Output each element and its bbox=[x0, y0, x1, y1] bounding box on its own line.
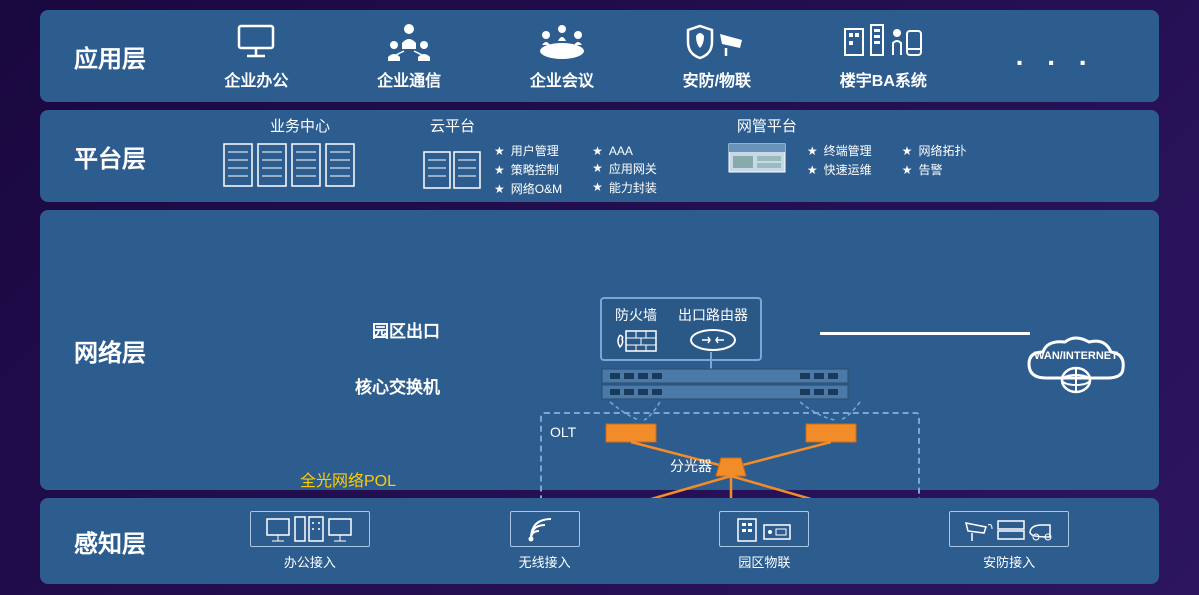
app-item-label: 安防/物联 bbox=[683, 67, 751, 91]
people-group-icon bbox=[377, 21, 441, 63]
app-item-label: 企业通信 bbox=[377, 67, 441, 91]
platform-group-title: 业务中心 bbox=[270, 115, 330, 136]
pc-phone-icon bbox=[250, 511, 370, 547]
cloud-servers-icon bbox=[420, 148, 484, 192]
star-icon: ★ bbox=[592, 180, 603, 194]
router-label: 出口路由器 bbox=[678, 305, 748, 325]
perc-item-label: 安防接入 bbox=[949, 552, 1069, 571]
application-items: 企业办公 企业通信 企业会议 安防/物联 bbox=[180, 21, 1139, 91]
application-layer-label: 应用层 bbox=[40, 10, 180, 102]
platform-group-biz: 业务中心 bbox=[220, 115, 360, 197]
star-icon: ★ bbox=[902, 163, 913, 177]
shield-camera-icon bbox=[683, 21, 751, 63]
star-icon: ★ bbox=[807, 163, 818, 177]
cctv-nvr-icon bbox=[949, 511, 1069, 547]
perception-layer: 感知层 办公接入 无线接入 园区物联 bbox=[40, 498, 1159, 584]
feature-item: ★终端管理 bbox=[807, 142, 872, 159]
star-icon: ★ bbox=[592, 144, 603, 158]
wan-connection-line bbox=[820, 332, 1030, 335]
platform-layer-label: 平台层 bbox=[40, 110, 180, 202]
meeting-table-icon bbox=[530, 21, 594, 63]
feature-item: ★策略控制 bbox=[494, 161, 562, 178]
egress-box: 防火墙 出口路由器 bbox=[600, 297, 762, 361]
perc-item-label: 办公接入 bbox=[250, 552, 370, 571]
platform-group-title: 云平台 bbox=[430, 115, 475, 136]
server-racks-icon bbox=[220, 142, 360, 188]
platform-group-nms: 网管平台 ★终端管理 ★快速运维 ★网络拓扑 ★告警 bbox=[727, 115, 967, 197]
feature-item: ★告警 bbox=[902, 161, 967, 178]
star-icon: ★ bbox=[592, 161, 603, 175]
nms-screen-icon bbox=[727, 142, 787, 178]
perc-item-wireless: 无线接入 bbox=[510, 511, 580, 571]
platform-group-cloud: 云平台 ★用户管理 ★策略控制 ★网络O&M ★AAA ★应用网关 ★能力封装 bbox=[420, 115, 657, 197]
app-item-label: 企业会议 bbox=[530, 67, 594, 91]
feature-item: ★网络拓扑 bbox=[902, 142, 967, 159]
feature-item: ★AAA bbox=[592, 144, 657, 158]
core-olt-links bbox=[600, 400, 880, 424]
application-layer: 应用层 企业办公 企业通信 企业会议 bbox=[40, 10, 1159, 102]
wifi-icon bbox=[510, 511, 580, 547]
platform-group-title: 网管平台 bbox=[737, 115, 797, 136]
feature-item: ★能力封装 bbox=[592, 179, 657, 196]
app-item-building: 楼宇BA系统 bbox=[840, 21, 927, 91]
star-icon: ★ bbox=[807, 144, 818, 158]
firewall-icon bbox=[614, 327, 658, 353]
feature-item: ★网络O&M bbox=[494, 180, 562, 197]
star-icon: ★ bbox=[902, 144, 913, 158]
platform-layer: 平台层 业务中心 bbox=[40, 110, 1159, 202]
app-item-label: 企业办公 bbox=[224, 67, 288, 91]
building-people-icon bbox=[840, 21, 927, 63]
feature-item: ★用户管理 bbox=[494, 142, 562, 159]
wan-label: WAN/INTERNET bbox=[1021, 350, 1131, 362]
app-item-label: 楼宇BA系统 bbox=[840, 67, 927, 91]
core-switch-icon bbox=[600, 367, 850, 403]
perc-item-label: 无线接入 bbox=[510, 552, 580, 571]
feature-item: ★快速运维 bbox=[807, 161, 872, 178]
app-more: . . . bbox=[1016, 40, 1095, 72]
app-item-comm: 企业通信 bbox=[377, 21, 441, 91]
star-icon: ★ bbox=[494, 144, 505, 158]
app-item-security: 安防/物联 bbox=[683, 21, 751, 91]
building-box-icon bbox=[719, 511, 809, 547]
firewall-label: 防火墙 bbox=[615, 305, 657, 325]
perc-item-iot: 园区物联 bbox=[719, 511, 809, 571]
star-icon: ★ bbox=[494, 163, 505, 177]
net-row-label: 园区出口 bbox=[180, 317, 480, 342]
star-icon: ★ bbox=[494, 182, 505, 196]
app-item-office: 企业办公 bbox=[224, 21, 288, 91]
perception-layer-label: 感知层 bbox=[40, 498, 180, 584]
pol-label: 全光网络POL bbox=[300, 467, 396, 491]
router-icon bbox=[688, 327, 738, 353]
olt-label: OLT bbox=[550, 424, 576, 440]
feature-item: ★应用网关 bbox=[592, 160, 657, 177]
net-row-egress: 园区出口 防火墙 出口路由器 bbox=[180, 296, 1149, 362]
network-layer-label: 网络层 bbox=[40, 210, 180, 490]
perc-item-office: 办公接入 bbox=[250, 511, 370, 571]
perc-item-label: 园区物联 bbox=[719, 552, 809, 571]
network-layer: 网络层 园区出口 防火墙 出口路由器 bbox=[40, 210, 1159, 490]
splitter-label: 分光器 bbox=[670, 456, 712, 476]
app-item-meeting: 企业会议 bbox=[530, 21, 594, 91]
monitor-icon bbox=[224, 21, 288, 63]
perc-item-sec: 安防接入 bbox=[949, 511, 1069, 571]
net-row-label: 核心交换机 bbox=[180, 373, 480, 398]
